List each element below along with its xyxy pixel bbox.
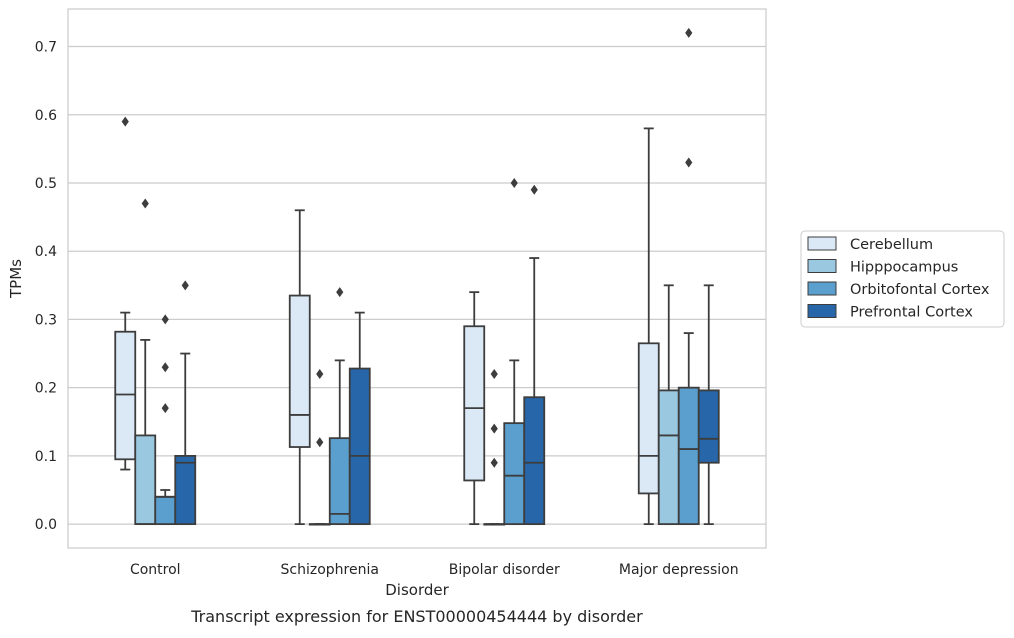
outlier-point bbox=[685, 157, 693, 168]
legend-frame bbox=[800, 230, 1005, 328]
box-hipppocampus bbox=[134, 198, 157, 526]
box-prefrontal-cortex bbox=[697, 284, 720, 526]
box-iqr bbox=[637, 342, 660, 495]
box-iqr bbox=[463, 325, 486, 482]
box-hipppocampus bbox=[657, 284, 680, 526]
y-tick-label: 0.1 bbox=[35, 449, 57, 465]
outlier-point bbox=[161, 362, 169, 373]
box-cerebellum bbox=[637, 127, 660, 526]
y-tick-label: 0.2 bbox=[35, 381, 57, 397]
box-iqr bbox=[697, 389, 720, 464]
box-hipppocampus bbox=[483, 369, 506, 526]
y-tick-label: 0.5 bbox=[35, 176, 57, 192]
box-iqr bbox=[523, 396, 546, 526]
box-orbitofontal-cortex bbox=[328, 287, 351, 526]
y-tick-label: 0.3 bbox=[35, 312, 57, 328]
box-prefrontal-cortex bbox=[523, 184, 546, 526]
x-tick-label: Major depression bbox=[619, 562, 739, 578]
y-tick-label: 0.0 bbox=[35, 517, 57, 533]
y-tick-labels: 0.0 0.1 0.2 0.3 0.4 0.5 0.6 0.7 bbox=[35, 40, 57, 534]
box-prefrontal-cortex bbox=[174, 280, 197, 526]
outlier-point bbox=[336, 287, 344, 298]
box-iqr bbox=[328, 437, 351, 526]
y-tick-label: 0.4 bbox=[35, 244, 57, 260]
outlier-point bbox=[316, 369, 324, 380]
outlier-point bbox=[181, 280, 189, 291]
box-iqr bbox=[288, 294, 311, 448]
box-iqr bbox=[174, 454, 197, 526]
legend-label: Hipppocampus bbox=[850, 260, 958, 276]
box-prefrontal-cortex bbox=[348, 311, 371, 526]
legend-label: Orbitofontal Cortex bbox=[850, 282, 990, 298]
box-orbitofontal-cortex bbox=[503, 177, 526, 526]
box-orbitofontal-cortex bbox=[677, 27, 700, 526]
box-iqr bbox=[154, 495, 177, 526]
box-cerebellum bbox=[288, 209, 311, 526]
legend: Cerebellum Hipppocampus Orbitofontal Corte… bbox=[800, 230, 1005, 328]
outlier-point bbox=[490, 369, 498, 380]
outlier-point bbox=[121, 116, 129, 127]
box-cerebellum bbox=[114, 116, 137, 471]
box-iqr bbox=[657, 389, 680, 526]
box-iqr bbox=[503, 422, 526, 526]
box-iqr bbox=[134, 434, 157, 526]
outlier-point bbox=[685, 27, 693, 38]
outlier-point bbox=[161, 403, 169, 414]
outlier-point bbox=[316, 437, 324, 448]
box-orbitofontal-cortex bbox=[154, 314, 177, 526]
chart-caption: Transcript expression for ENST0000045444… bbox=[190, 607, 643, 626]
outlier-point bbox=[510, 177, 518, 188]
plot-frame bbox=[67, 8, 767, 549]
outlier-point bbox=[490, 423, 498, 434]
box-hipppocampus bbox=[308, 369, 331, 526]
outlier-point bbox=[490, 457, 498, 468]
outlier-point bbox=[141, 198, 149, 209]
y-axis-label: TPMs bbox=[7, 259, 25, 299]
box-series bbox=[114, 27, 720, 526]
legend-swatch bbox=[807, 236, 837, 251]
outlier-point bbox=[161, 314, 169, 325]
box-cerebellum bbox=[463, 291, 486, 526]
x-tick-label: Bipolar disorder bbox=[449, 562, 560, 578]
x-tick-label: Control bbox=[130, 562, 181, 578]
legend-label: Cerebellum bbox=[850, 237, 933, 253]
y-tick-label: 0.6 bbox=[35, 108, 57, 124]
outlier-point bbox=[530, 184, 538, 195]
x-axis-label: Disorder bbox=[385, 581, 449, 599]
box-iqr bbox=[677, 386, 700, 526]
legend-swatch bbox=[807, 304, 837, 318]
x-tick-labels: Control Schizophrenia Bipolar disorder Majo… bbox=[130, 562, 739, 578]
box-iqr bbox=[348, 367, 371, 526]
legend-swatch bbox=[807, 281, 837, 296]
legend-swatch bbox=[807, 259, 837, 273]
x-tick-label: Schizophrenia bbox=[281, 562, 379, 578]
y-tick-label: 0.7 bbox=[35, 40, 57, 56]
legend-label: Prefrontal Cortex bbox=[850, 305, 973, 321]
box-iqr bbox=[114, 330, 137, 461]
